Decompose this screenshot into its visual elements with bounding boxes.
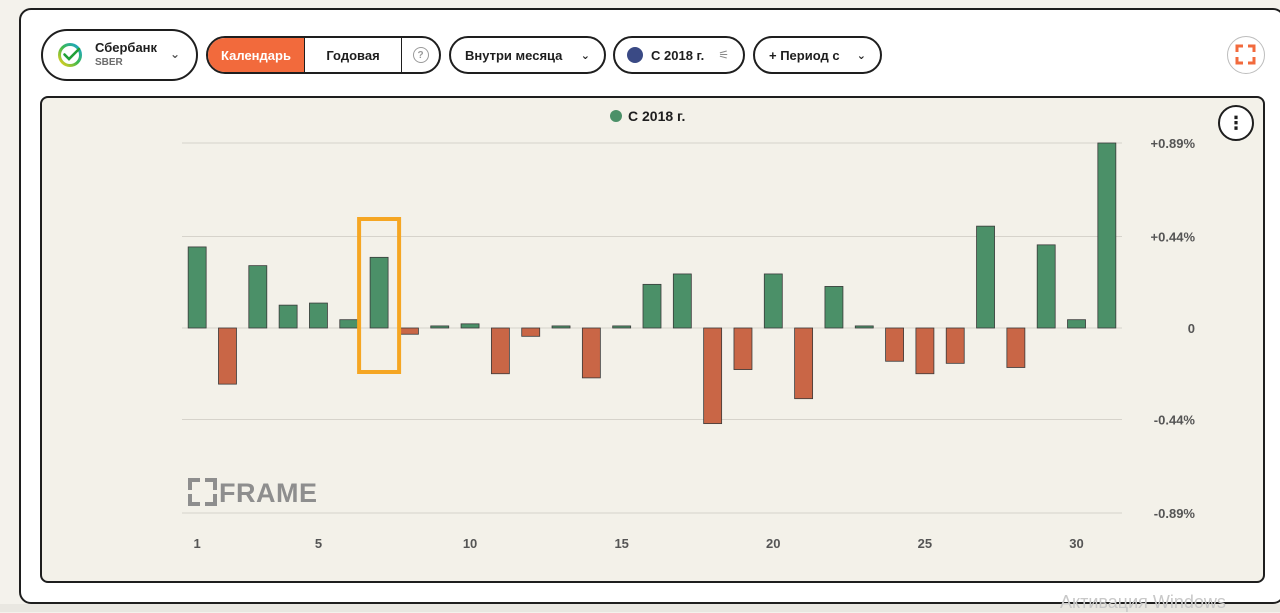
legend-dot <box>610 110 622 122</box>
bar-day-24[interactable] <box>885 327 904 362</box>
bar-day-1[interactable] <box>187 246 207 329</box>
x-axis-labels: 1 5 10 15 20 25 30 <box>194 536 1084 551</box>
chart-panel <box>40 96 1265 583</box>
legend-label: С 2018 г. <box>628 108 685 124</box>
x-tick-label: 10 <box>463 536 477 551</box>
chevron-down-icon: ⌄ <box>856 49 866 62</box>
bar-day-4[interactable] <box>278 304 298 329</box>
ticker-selector[interactable]: Сбербанк SBER ⌄ <box>41 29 198 81</box>
y-tick-label: 0 <box>1188 321 1195 336</box>
since-label: С 2018 г. <box>651 47 705 63</box>
bar-day-31[interactable] <box>1097 142 1117 329</box>
frame-brand-text: FRAME <box>219 478 318 508</box>
bar-day-14[interactable] <box>581 327 601 379</box>
fullscreen-button[interactable] <box>1227 36 1265 74</box>
frame-watermark: FRAME <box>188 478 318 508</box>
highlight-box <box>357 217 402 374</box>
grid-lines <box>182 142 1122 514</box>
bar-day-28[interactable] <box>1006 327 1026 368</box>
bars <box>187 142 1117 425</box>
sber-logo-icon <box>58 43 82 67</box>
series-color-dot <box>627 47 643 63</box>
bar-day-9[interactable] <box>430 325 450 329</box>
add-period-dropdown[interactable]: + Период с ⌄ <box>753 36 882 74</box>
bar-day-30[interactable] <box>1067 319 1086 329</box>
bar-day-17[interactable] <box>672 273 692 329</box>
chevron-down-icon: ⌄ <box>169 47 180 61</box>
bar-day-23[interactable] <box>854 325 874 329</box>
bar-day-19[interactable] <box>733 327 753 370</box>
help-button[interactable]: ? <box>402 38 439 72</box>
bar-day-15[interactable] <box>612 325 632 329</box>
bar-day-11[interactable] <box>490 327 510 375</box>
add-period-label: + Период с <box>769 47 840 63</box>
fullscreen-icon <box>1235 44 1256 65</box>
bar-day-22[interactable] <box>824 286 844 329</box>
more-vertical-icon: ⋮ <box>1227 112 1245 133</box>
bar-day-27[interactable] <box>976 225 995 329</box>
bar-day-5[interactable] <box>309 302 328 329</box>
x-tick-label: 5 <box>315 536 322 551</box>
bar-day-18[interactable] <box>703 327 723 425</box>
chevron-down-icon: ⌄ <box>580 49 590 62</box>
bar-day-7[interactable] <box>369 256 389 329</box>
bar-day-2[interactable] <box>218 327 237 385</box>
ticker-symbol: SBER <box>95 57 123 68</box>
x-tick-label: 30 <box>1069 536 1083 551</box>
yearly-mode-button[interactable]: Годовая <box>305 38 402 72</box>
x-tick-label: 15 <box>614 536 628 551</box>
x-tick-label: 25 <box>918 536 932 551</box>
mode-toggle: Календарь Годовая ? <box>206 36 441 74</box>
bar-day-21[interactable] <box>794 327 814 400</box>
frame-logo-icon <box>188 478 217 506</box>
more-options-button[interactable]: ⋮ <box>1218 105 1254 141</box>
bar-day-6[interactable] <box>339 319 359 329</box>
y-tick-label: -0.89% <box>1154 506 1196 521</box>
x-tick-label: 20 <box>766 536 780 551</box>
bar-day-10[interactable] <box>460 323 480 329</box>
y-tick-label: -0.44% <box>1154 412 1196 427</box>
ticker-name: Сбербанк <box>95 40 158 55</box>
legend: С 2018 г. <box>610 108 685 124</box>
windows-activation-notice: Активация Windows <box>1060 592 1226 612</box>
y-tick-label: +0.89% <box>1151 136 1196 151</box>
x-tick-label: 1 <box>194 536 201 551</box>
bar-day-16[interactable] <box>642 283 662 329</box>
help-icon: ? <box>412 47 429 63</box>
bar-day-26[interactable] <box>945 327 965 364</box>
since-dropdown[interactable]: С 2018 г. ⚟ <box>613 36 745 74</box>
bar-day-8[interactable] <box>400 327 419 335</box>
month-range-label: Внутри месяца <box>465 47 563 63</box>
bar-day-25[interactable] <box>915 327 935 375</box>
y-axis-labels: +0.89% +0.44% 0 -0.44% -0.89% <box>1151 136 1196 521</box>
bar-day-13[interactable] <box>551 325 571 329</box>
bar-day-3[interactable] <box>248 265 268 329</box>
sliders-icon: ⚟ <box>718 48 729 62</box>
month-range-dropdown[interactable]: Внутри месяца ⌄ <box>449 36 606 74</box>
y-tick-label: +0.44% <box>1151 230 1196 245</box>
bottom-strip <box>0 604 1280 612</box>
calendar-mode-button[interactable]: Календарь <box>208 38 305 72</box>
bar-day-12[interactable] <box>521 327 541 337</box>
bar-day-20[interactable] <box>763 273 783 329</box>
bar-day-29[interactable] <box>1036 244 1056 329</box>
